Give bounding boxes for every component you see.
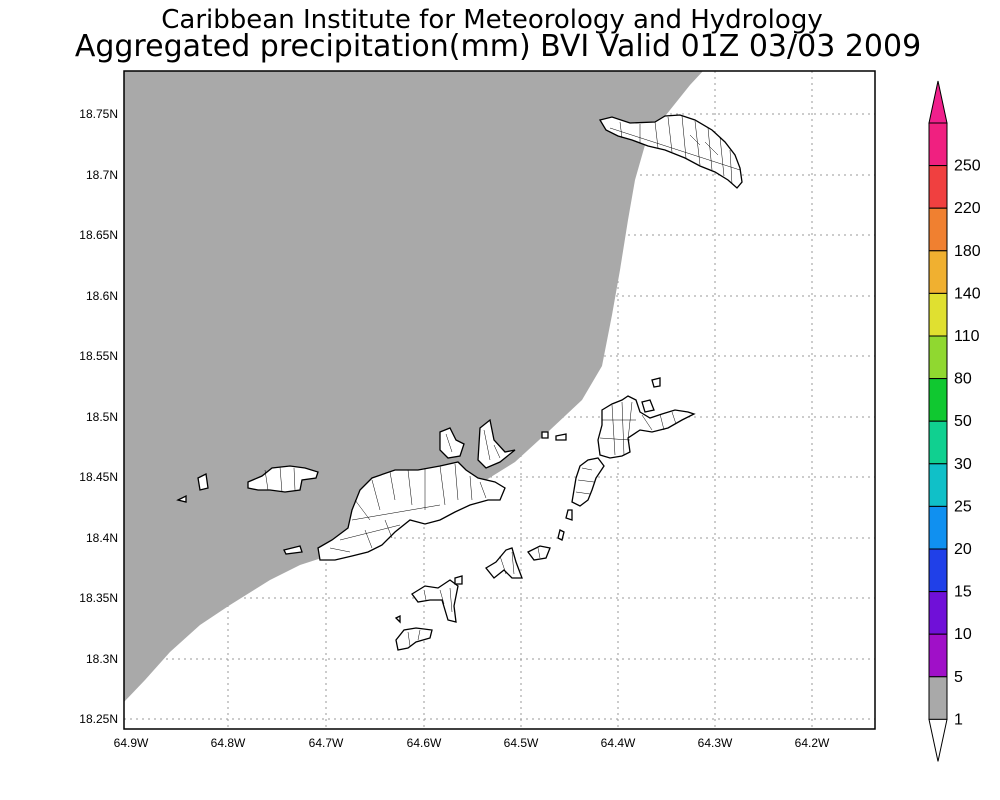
colorbar-segment <box>928 676 948 720</box>
x-tick-label: 64.5W <box>504 736 539 750</box>
title-product: Aggregated precipitation(mm) BVI Valid 0… <box>75 29 921 64</box>
plot-area <box>123 70 876 730</box>
colorbar-segment <box>928 378 948 422</box>
island-small-west2 <box>176 494 187 503</box>
x-tick-label: 64.3W <box>698 736 733 750</box>
colorbar-segment <box>928 335 948 380</box>
colorbar-segment <box>928 548 948 593</box>
colorbar-level-label: 20 <box>954 541 972 558</box>
colorbar-level-label: 110 <box>954 328 980 345</box>
island-tortola <box>317 461 506 561</box>
colorbar-level-label: 10 <box>954 626 972 643</box>
colorbar-segment <box>928 292 948 337</box>
colorbar-level-label: 180 <box>954 243 981 260</box>
colorbar-top-arrow <box>928 80 948 124</box>
colorbar-level-label: 220 <box>954 200 981 217</box>
island-small-east1 <box>555 433 567 441</box>
colorbar-segment <box>928 250 948 294</box>
colorbar-bottom-arrow <box>928 718 948 762</box>
island-ginger <box>527 545 551 561</box>
island-small-sw1 <box>283 545 303 555</box>
x-axis: 64.9W 64.8W 64.7W 64.6W 64.5W 64.4W 64.3… <box>114 736 830 750</box>
y-tick-label: 18.25N <box>79 712 118 726</box>
y-tick-label: 18.6N <box>86 289 118 303</box>
title-institute: Caribbean Institute for Meteorology and … <box>161 5 822 35</box>
y-tick-label: 18.45N <box>79 470 118 484</box>
island-guana <box>439 427 465 459</box>
y-tick-label: 18.75N <box>79 107 118 121</box>
colorbar-level-label: 30 <box>954 456 972 473</box>
island-anegada <box>598 114 743 189</box>
x-tick-label: 64.8W <box>211 736 246 750</box>
y-tick-label: 18.65N <box>79 228 118 242</box>
island-great-camanoe <box>477 418 516 469</box>
x-tick-label: 64.7W <box>309 736 344 750</box>
colorbar-level-label: 140 <box>954 285 981 302</box>
colorbar-level-label: 15 <box>954 584 972 601</box>
precipitation-region <box>124 71 703 702</box>
island-norman <box>395 627 433 651</box>
y-tick-label: 18.5N <box>86 410 118 424</box>
island-small-east2 <box>541 431 549 439</box>
island-virgin-gorda-south <box>571 457 605 507</box>
island-small-south1 <box>454 575 463 585</box>
island-peter <box>411 579 459 623</box>
colorbar-segment <box>928 207 948 252</box>
island-cooper <box>485 547 523 579</box>
y-tick-label: 18.55N <box>79 349 118 363</box>
island-virgin-gorda <box>597 395 696 459</box>
island-small-mid1 <box>565 509 573 521</box>
x-tick-label: 64.9W <box>114 736 149 750</box>
x-tick-label: 64.4W <box>601 736 636 750</box>
island-small-west1 <box>197 473 209 491</box>
y-axis: 18.75N 18.7N 18.65N 18.6N 18.55N 18.5N 1… <box>79 107 118 726</box>
colorbar-level-label: 80 <box>954 371 972 388</box>
y-tick-label: 18.3N <box>86 652 118 666</box>
island-jost-van-dyke <box>247 465 319 493</box>
x-tick-label: 64.6W <box>407 736 442 750</box>
colorbar-segment <box>928 420 948 465</box>
x-tick-label: 64.2W <box>795 736 830 750</box>
colorbar-level-label: 250 <box>954 158 981 175</box>
island-small-ne1 <box>651 377 661 388</box>
colorbar-segment <box>928 505 948 550</box>
island-small-mid2 <box>557 529 565 541</box>
colorbar-level-label: 1 <box>954 711 963 728</box>
colorbar-segment <box>928 463 948 507</box>
y-tick-label: 18.4N <box>86 531 118 545</box>
colorbar-segment <box>928 122 948 167</box>
plot-frame <box>123 70 876 730</box>
colorbar-level-label: 5 <box>954 669 963 686</box>
y-tick-label: 18.35N <box>79 591 118 605</box>
colorbar-level-label: 25 <box>954 498 972 515</box>
island-small-ne2 <box>641 399 655 413</box>
island-small-south2 <box>394 614 401 624</box>
islands <box>176 114 743 651</box>
colorbar-segment <box>928 591 948 635</box>
y-tick-label: 18.7N <box>86 168 118 182</box>
colorbar-level-label: 50 <box>954 413 972 430</box>
colorbar-segment <box>928 165 948 209</box>
colorbar-segment <box>928 633 948 678</box>
